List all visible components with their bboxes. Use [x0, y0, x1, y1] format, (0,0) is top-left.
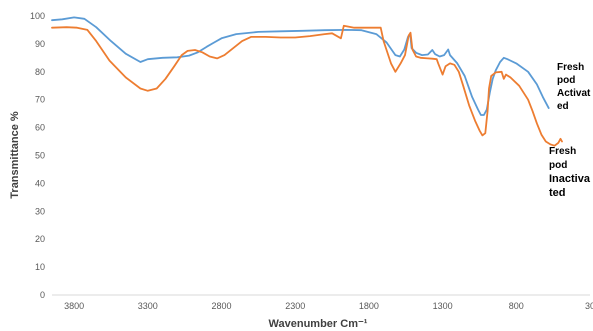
y-tick-label: 40: [35, 178, 45, 188]
x-tick-label: 1800: [359, 301, 379, 311]
legend-label-inactivated: ted: [549, 187, 566, 199]
y-tick-label: 30: [35, 206, 45, 216]
x-tick-label: 1300: [433, 301, 453, 311]
legend-label-inactivated: pod: [549, 160, 567, 171]
x-tick-label: 3800: [64, 301, 84, 311]
x-tick-label: 2300: [285, 301, 305, 311]
y-tick-label: 10: [35, 262, 45, 272]
x-tick-label: 2800: [211, 301, 231, 311]
legend-label-activated: pod: [557, 75, 575, 86]
legend-label-inactivated: Fresh: [549, 146, 576, 157]
y-tick-label: 100: [30, 11, 45, 21]
legend-label-activated: ed: [557, 101, 569, 112]
y-tick-label: 90: [35, 39, 45, 49]
y-tick-label: 60: [35, 123, 45, 133]
series-line-inactivated: [51, 24, 563, 147]
x-axis-title: Wavenumber Cm⁻¹: [269, 318, 368, 330]
y-tick-label: 70: [35, 95, 45, 105]
x-tick-label: 800: [509, 301, 524, 311]
series-line-activated: [51, 16, 550, 116]
x-tick-label: 30: [585, 301, 593, 311]
y-tick-label: 50: [35, 151, 45, 161]
y-tick-label: 80: [35, 67, 45, 77]
y-tick-label: 20: [35, 234, 45, 244]
x-tick-label: 3300: [138, 301, 158, 311]
y-tick-label: 0: [40, 290, 45, 300]
legend-label-activated: Fresh: [557, 62, 584, 73]
legend-label-activated: Activat: [557, 88, 591, 99]
y-axis-title: Transmittance %: [9, 111, 21, 199]
legend-label-inactivated: Inactiva: [549, 173, 591, 185]
